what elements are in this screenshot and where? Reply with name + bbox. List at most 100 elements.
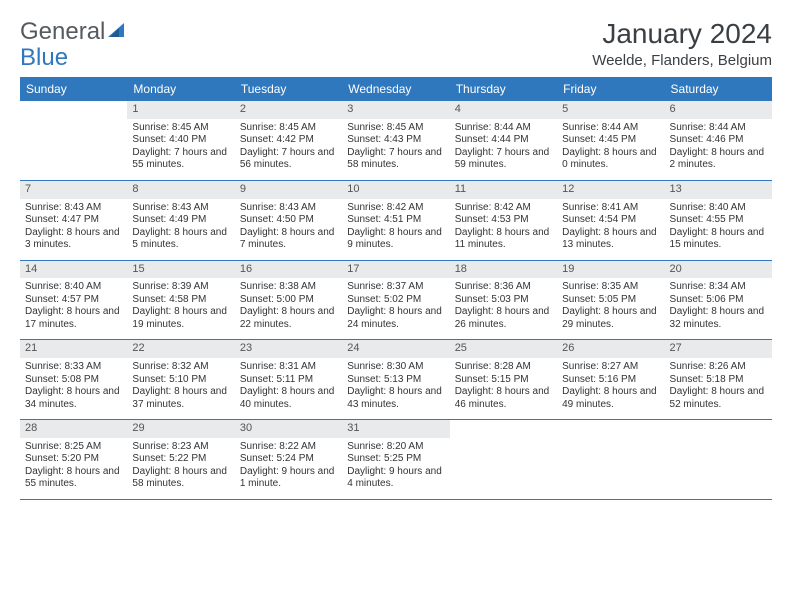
calendar-day: 30Sunrise: 8:22 AMSunset: 5:24 PMDayligh… bbox=[235, 420, 342, 499]
sunrise-text: Sunrise: 8:26 AM bbox=[670, 361, 767, 374]
day-number: 12 bbox=[557, 181, 664, 199]
calendar-day: 26Sunrise: 8:27 AMSunset: 5:16 PMDayligh… bbox=[557, 340, 664, 419]
day-body: Sunrise: 8:23 AMSunset: 5:22 PMDaylight:… bbox=[127, 438, 234, 499]
day-number: 25 bbox=[450, 340, 557, 358]
calendar-day: 10Sunrise: 8:42 AMSunset: 4:51 PMDayligh… bbox=[342, 181, 449, 260]
sunrise-text: Sunrise: 8:45 AM bbox=[347, 122, 444, 135]
day-body: Sunrise: 8:36 AMSunset: 5:03 PMDaylight:… bbox=[450, 278, 557, 339]
sunset-text: Sunset: 5:16 PM bbox=[562, 374, 659, 387]
day-number: 29 bbox=[127, 420, 234, 438]
day-body: Sunrise: 8:45 AMSunset: 4:40 PMDaylight:… bbox=[127, 119, 234, 180]
sunrise-text: Sunrise: 8:36 AM bbox=[455, 281, 552, 294]
daylight-text: Daylight: 7 hours and 59 minutes. bbox=[455, 147, 552, 172]
sunset-text: Sunset: 5:10 PM bbox=[132, 374, 229, 387]
dow-monday: Monday bbox=[127, 77, 234, 101]
dow-sunday: Sunday bbox=[20, 77, 127, 101]
calendar-day: 16Sunrise: 8:38 AMSunset: 5:00 PMDayligh… bbox=[235, 261, 342, 340]
daylight-text: Daylight: 8 hours and 34 minutes. bbox=[25, 386, 122, 411]
sunset-text: Sunset: 5:06 PM bbox=[670, 294, 767, 307]
sunrise-text: Sunrise: 8:34 AM bbox=[670, 281, 767, 294]
daylight-text: Daylight: 8 hours and 37 minutes. bbox=[132, 386, 229, 411]
daylight-text: Daylight: 8 hours and 15 minutes. bbox=[670, 227, 767, 252]
day-body: Sunrise: 8:45 AMSunset: 4:43 PMDaylight:… bbox=[342, 119, 449, 180]
calendar-day: 19Sunrise: 8:35 AMSunset: 5:05 PMDayligh… bbox=[557, 261, 664, 340]
sunrise-text: Sunrise: 8:41 AM bbox=[562, 202, 659, 215]
sunset-text: Sunset: 5:24 PM bbox=[240, 453, 337, 466]
daylight-text: Daylight: 9 hours and 1 minute. bbox=[240, 466, 337, 491]
day-body: Sunrise: 8:43 AMSunset: 4:50 PMDaylight:… bbox=[235, 199, 342, 260]
day-body: Sunrise: 8:42 AMSunset: 4:53 PMDaylight:… bbox=[450, 199, 557, 260]
day-number: 28 bbox=[20, 420, 127, 438]
sunset-text: Sunset: 4:40 PM bbox=[132, 134, 229, 147]
logo-text-2: Blue bbox=[20, 44, 68, 72]
calendar-week: 14Sunrise: 8:40 AMSunset: 4:57 PMDayligh… bbox=[20, 261, 772, 341]
sunrise-text: Sunrise: 8:39 AM bbox=[132, 281, 229, 294]
sunrise-text: Sunrise: 8:38 AM bbox=[240, 281, 337, 294]
day-body: Sunrise: 8:31 AMSunset: 5:11 PMDaylight:… bbox=[235, 358, 342, 419]
daylight-text: Daylight: 8 hours and 55 minutes. bbox=[25, 466, 122, 491]
sunset-text: Sunset: 4:49 PM bbox=[132, 214, 229, 227]
calendar-day: 22Sunrise: 8:32 AMSunset: 5:10 PMDayligh… bbox=[127, 340, 234, 419]
calendar-day: 3Sunrise: 8:45 AMSunset: 4:43 PMDaylight… bbox=[342, 101, 449, 180]
calendar-day: 6Sunrise: 8:44 AMSunset: 4:46 PMDaylight… bbox=[665, 101, 772, 180]
day-body: Sunrise: 8:44 AMSunset: 4:44 PMDaylight:… bbox=[450, 119, 557, 180]
calendar-day: 9Sunrise: 8:43 AMSunset: 4:50 PMDaylight… bbox=[235, 181, 342, 260]
day-number: 30 bbox=[235, 420, 342, 438]
day-number: 3 bbox=[342, 101, 449, 119]
day-body: Sunrise: 8:35 AMSunset: 5:05 PMDaylight:… bbox=[557, 278, 664, 339]
day-number: 27 bbox=[665, 340, 772, 358]
sunrise-text: Sunrise: 8:22 AM bbox=[240, 441, 337, 454]
day-number: 23 bbox=[235, 340, 342, 358]
sunset-text: Sunset: 5:02 PM bbox=[347, 294, 444, 307]
calendar-day: 13Sunrise: 8:40 AMSunset: 4:55 PMDayligh… bbox=[665, 181, 772, 260]
calendar-week: 7Sunrise: 8:43 AMSunset: 4:47 PMDaylight… bbox=[20, 181, 772, 261]
day-body: Sunrise: 8:22 AMSunset: 5:24 PMDaylight:… bbox=[235, 438, 342, 499]
calendar-day: 28Sunrise: 8:25 AMSunset: 5:20 PMDayligh… bbox=[20, 420, 127, 499]
sunset-text: Sunset: 5:18 PM bbox=[670, 374, 767, 387]
day-number: 6 bbox=[665, 101, 772, 119]
daylight-text: Daylight: 8 hours and 58 minutes. bbox=[132, 466, 229, 491]
daylight-text: Daylight: 8 hours and 24 minutes. bbox=[347, 306, 444, 331]
calendar-day: 5Sunrise: 8:44 AMSunset: 4:45 PMDaylight… bbox=[557, 101, 664, 180]
sunset-text: Sunset: 5:15 PM bbox=[455, 374, 552, 387]
dow-thursday: Thursday bbox=[450, 77, 557, 101]
calendar-day bbox=[20, 101, 127, 180]
sunset-text: Sunset: 5:22 PM bbox=[132, 453, 229, 466]
daylight-text: Daylight: 8 hours and 52 minutes. bbox=[670, 386, 767, 411]
day-number: 21 bbox=[20, 340, 127, 358]
day-body: Sunrise: 8:28 AMSunset: 5:15 PMDaylight:… bbox=[450, 358, 557, 419]
day-number: 22 bbox=[127, 340, 234, 358]
sunrise-text: Sunrise: 8:45 AM bbox=[240, 122, 337, 135]
dow-saturday: Saturday bbox=[665, 77, 772, 101]
calendar-day: 29Sunrise: 8:23 AMSunset: 5:22 PMDayligh… bbox=[127, 420, 234, 499]
daylight-text: Daylight: 8 hours and 46 minutes. bbox=[455, 386, 552, 411]
daylight-text: Daylight: 7 hours and 55 minutes. bbox=[132, 147, 229, 172]
calendar-day bbox=[557, 420, 664, 499]
calendar-day: 11Sunrise: 8:42 AMSunset: 4:53 PMDayligh… bbox=[450, 181, 557, 260]
dow-tuesday: Tuesday bbox=[235, 77, 342, 101]
daylight-text: Daylight: 8 hours and 32 minutes. bbox=[670, 306, 767, 331]
day-body: Sunrise: 8:20 AMSunset: 5:25 PMDaylight:… bbox=[342, 438, 449, 499]
day-body: Sunrise: 8:40 AMSunset: 4:57 PMDaylight:… bbox=[20, 278, 127, 339]
sunset-text: Sunset: 4:43 PM bbox=[347, 134, 444, 147]
day-body: Sunrise: 8:44 AMSunset: 4:45 PMDaylight:… bbox=[557, 119, 664, 180]
calendar-day: 15Sunrise: 8:39 AMSunset: 4:58 PMDayligh… bbox=[127, 261, 234, 340]
calendar-day: 17Sunrise: 8:37 AMSunset: 5:02 PMDayligh… bbox=[342, 261, 449, 340]
sunset-text: Sunset: 5:13 PM bbox=[347, 374, 444, 387]
sunrise-text: Sunrise: 8:44 AM bbox=[670, 122, 767, 135]
daylight-text: Daylight: 8 hours and 11 minutes. bbox=[455, 227, 552, 252]
daylight-text: Daylight: 8 hours and 5 minutes. bbox=[132, 227, 229, 252]
sunrise-text: Sunrise: 8:43 AM bbox=[25, 202, 122, 215]
day-body: Sunrise: 8:27 AMSunset: 5:16 PMDaylight:… bbox=[557, 358, 664, 419]
sunrise-text: Sunrise: 8:27 AM bbox=[562, 361, 659, 374]
dow-friday: Friday bbox=[557, 77, 664, 101]
sunset-text: Sunset: 4:55 PM bbox=[670, 214, 767, 227]
sunset-text: Sunset: 5:25 PM bbox=[347, 453, 444, 466]
calendar-day: 23Sunrise: 8:31 AMSunset: 5:11 PMDayligh… bbox=[235, 340, 342, 419]
logo: General bbox=[20, 18, 127, 46]
sunset-text: Sunset: 5:05 PM bbox=[562, 294, 659, 307]
calendar-day: 25Sunrise: 8:28 AMSunset: 5:15 PMDayligh… bbox=[450, 340, 557, 419]
daylight-text: Daylight: 8 hours and 17 minutes. bbox=[25, 306, 122, 331]
sunrise-text: Sunrise: 8:44 AM bbox=[562, 122, 659, 135]
calendar-day bbox=[450, 420, 557, 499]
